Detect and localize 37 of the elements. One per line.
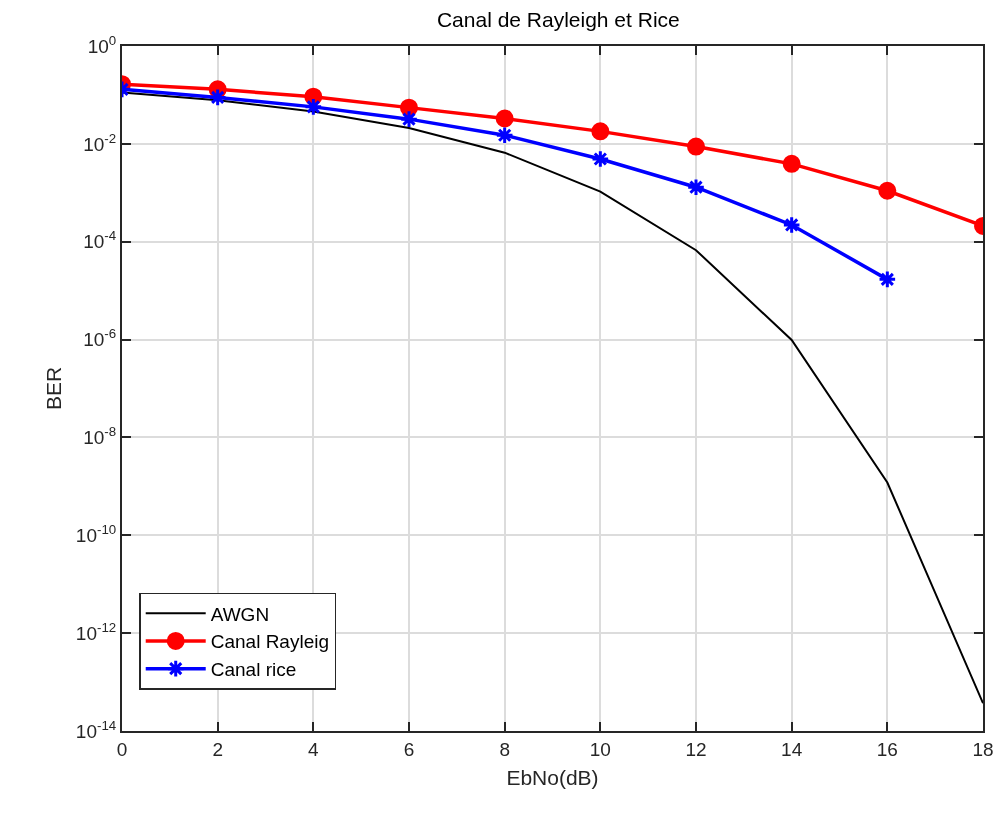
x-tick-label: 8	[499, 738, 510, 760]
y-tick-label: 10$^{-10}$	[75, 521, 117, 546]
y-tick-label: 10$^{-4}$	[83, 228, 117, 253]
point	[878, 181, 897, 200]
chart-title: Canal de Rayleigh et Rice	[436, 7, 680, 31]
x-tick-label: 14	[781, 738, 803, 760]
y-tick-label: 10$^{0}$	[87, 32, 117, 57]
point	[782, 215, 801, 235]
x-tick-label: 16	[876, 738, 898, 760]
point	[687, 137, 705, 156]
point	[495, 109, 514, 128]
point	[399, 109, 419, 129]
legend-label: AWGN	[210, 603, 270, 625]
point	[208, 88, 227, 107]
point	[591, 149, 610, 169]
x-tick-label: 0	[116, 738, 128, 760]
legend-label: Canal Rayleig	[210, 631, 330, 653]
point	[878, 270, 897, 289]
x-tick-label: 18	[972, 738, 994, 760]
y-tick-label: 10$^{-2}$	[83, 130, 117, 155]
point	[495, 125, 514, 145]
y-axis-title: BER	[42, 366, 66, 411]
x-tick-label: 12	[685, 738, 707, 760]
point	[782, 154, 801, 173]
y-tick-label: 10$^{-8}$	[83, 424, 117, 449]
point	[591, 122, 610, 141]
point	[686, 177, 706, 197]
x-tick-label: 2	[212, 738, 223, 760]
x-axis-title: EbNo(dB)	[506, 766, 599, 790]
y-tick-label: 10$^{-14}$	[75, 717, 117, 742]
x-tick-label: 4	[308, 738, 320, 760]
point	[304, 97, 323, 117]
legend-label: Canal rice	[210, 659, 297, 681]
x-tick-label: 6	[403, 738, 415, 760]
y-tick-label: 10$^{-6}$	[83, 326, 117, 351]
y-tick-label: 10$^{-12}$	[75, 619, 117, 644]
x-tick-label: 10	[589, 738, 611, 760]
